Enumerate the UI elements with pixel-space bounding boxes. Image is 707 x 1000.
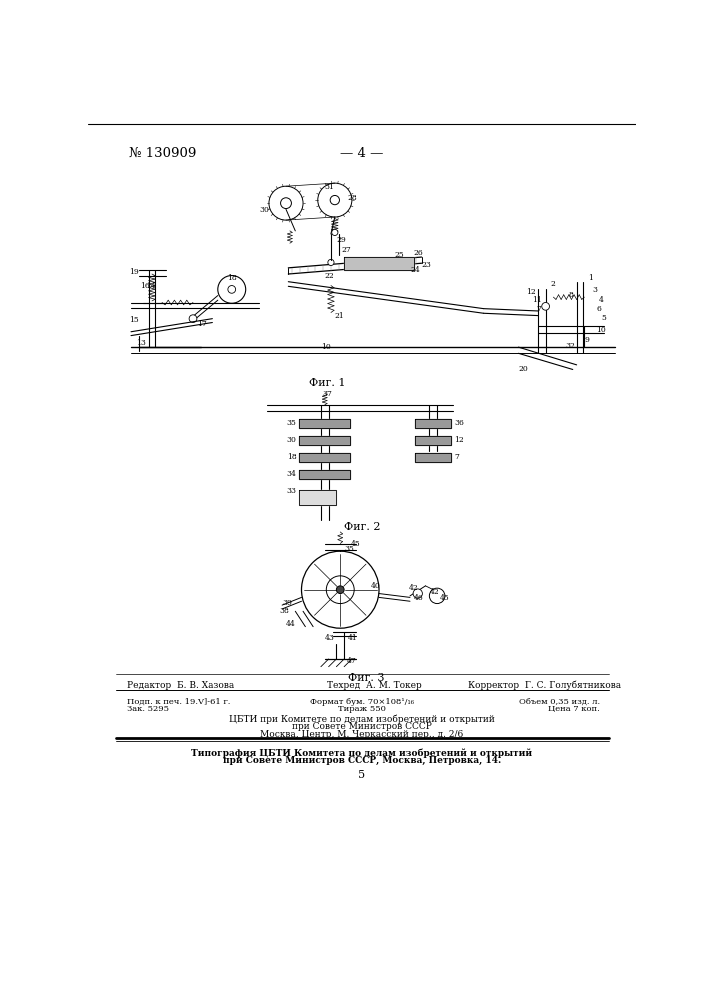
Text: 39: 39 — [282, 599, 292, 607]
Text: 42: 42 — [409, 584, 419, 592]
Text: 27: 27 — [341, 246, 351, 254]
Text: 11: 11 — [532, 296, 542, 304]
Text: 23: 23 — [421, 261, 431, 269]
Text: 30: 30 — [287, 436, 297, 444]
Circle shape — [189, 315, 197, 323]
Text: 43: 43 — [325, 634, 334, 642]
Text: Типография ЦБТИ Комитета по делам изобретений и открытий: Типография ЦБТИ Комитета по делам изобре… — [192, 748, 532, 758]
Text: 10: 10 — [596, 326, 606, 334]
Text: 20: 20 — [518, 365, 528, 373]
Text: 24: 24 — [410, 266, 420, 274]
Text: 18: 18 — [227, 274, 237, 282]
Circle shape — [337, 586, 344, 594]
Text: 41: 41 — [348, 634, 358, 642]
Text: ЦБТИ при Комитете по делам изобретений и открытий: ЦБТИ при Комитете по делам изобретений и… — [229, 714, 495, 724]
Text: 1: 1 — [588, 274, 593, 282]
Text: 7: 7 — [454, 453, 459, 461]
Text: 45: 45 — [440, 594, 449, 602]
Text: 9: 9 — [585, 336, 589, 344]
Text: 35: 35 — [287, 419, 297, 427]
Polygon shape — [299, 470, 351, 479]
Text: 34: 34 — [287, 470, 297, 478]
Circle shape — [413, 589, 422, 598]
Text: 2: 2 — [550, 280, 555, 288]
Polygon shape — [416, 453, 451, 462]
Text: 18: 18 — [287, 453, 296, 461]
Text: 10: 10 — [321, 343, 331, 351]
Text: при Совете Министров СССР, Москва, Петровка, 14.: при Совете Министров СССР, Москва, Петро… — [223, 756, 501, 765]
Text: № 130909: № 130909 — [129, 147, 196, 160]
Text: Корректор  Г. С. Голубятникова: Корректор Г. С. Голубятникова — [468, 681, 621, 690]
Text: Фиг. 1: Фиг. 1 — [309, 378, 346, 388]
Text: 8: 8 — [569, 291, 574, 299]
Text: 35: 35 — [344, 545, 354, 553]
Text: 21: 21 — [335, 312, 344, 320]
Circle shape — [328, 259, 334, 266]
Text: при Совете Министров СССР: при Совете Министров СССР — [292, 722, 432, 731]
Text: 42: 42 — [429, 588, 439, 596]
Text: 16: 16 — [140, 282, 150, 290]
Text: 12: 12 — [454, 436, 464, 444]
Text: Москва, Центр, М. Черкасский пер., д. 2/6: Москва, Центр, М. Черкасский пер., д. 2/… — [260, 730, 464, 739]
Text: 44: 44 — [286, 620, 296, 629]
Text: 26: 26 — [414, 249, 423, 257]
Text: Цена 7 коп.: Цена 7 коп. — [548, 705, 600, 713]
Circle shape — [332, 229, 338, 235]
Text: 22: 22 — [325, 272, 334, 280]
Text: Зак. 5295: Зак. 5295 — [127, 705, 169, 713]
Text: 25: 25 — [395, 251, 404, 259]
Text: 47: 47 — [346, 657, 356, 665]
Text: 15: 15 — [129, 316, 139, 324]
Text: Редактор  Б. В. Хазова: Редактор Б. В. Хазова — [127, 681, 235, 690]
Text: 31: 31 — [324, 183, 334, 191]
Text: 29: 29 — [337, 235, 346, 243]
Text: 6: 6 — [596, 305, 601, 313]
Polygon shape — [299, 490, 337, 505]
Text: 13: 13 — [136, 339, 146, 347]
Polygon shape — [416, 419, 451, 428]
Text: 38: 38 — [280, 607, 290, 615]
Text: 37: 37 — [322, 389, 332, 397]
Text: 30: 30 — [259, 206, 269, 214]
Text: 3: 3 — [592, 286, 597, 294]
Text: 19: 19 — [129, 268, 139, 276]
Polygon shape — [299, 453, 351, 462]
Text: 14: 14 — [146, 282, 156, 290]
Text: 5: 5 — [602, 314, 607, 322]
Text: Объем 0,35 изд. л.: Объем 0,35 изд. л. — [519, 698, 600, 706]
Text: 5: 5 — [358, 770, 366, 780]
Polygon shape — [299, 419, 351, 428]
Text: Формат бум. 70×108¹/₁₆: Формат бум. 70×108¹/₁₆ — [310, 698, 414, 706]
Text: 28: 28 — [347, 194, 357, 202]
Polygon shape — [344, 257, 414, 270]
Text: 7: 7 — [537, 305, 541, 313]
Circle shape — [542, 302, 549, 310]
Text: 12: 12 — [526, 288, 536, 296]
Text: Фиг. 2: Фиг. 2 — [344, 522, 380, 532]
Text: 17: 17 — [197, 320, 206, 328]
Text: 45: 45 — [351, 540, 361, 548]
Text: Фиг. 3: Фиг. 3 — [348, 673, 385, 683]
Text: — 4 —: — 4 — — [340, 147, 384, 160]
Text: 33: 33 — [287, 487, 297, 495]
Polygon shape — [416, 436, 451, 445]
Text: 46: 46 — [414, 594, 423, 602]
Text: 40: 40 — [371, 582, 381, 590]
Polygon shape — [299, 436, 351, 445]
Text: 36: 36 — [454, 419, 464, 427]
Circle shape — [228, 286, 235, 293]
Text: 32: 32 — [565, 342, 575, 350]
Text: 4: 4 — [598, 296, 603, 304]
Text: Подп. к печ. 19.V]-61 г.: Подп. к печ. 19.V]-61 г. — [127, 698, 230, 706]
Text: Техред  А. М. Токер: Техред А. М. Токер — [327, 681, 422, 690]
Text: Тираж 550: Тираж 550 — [338, 705, 386, 713]
